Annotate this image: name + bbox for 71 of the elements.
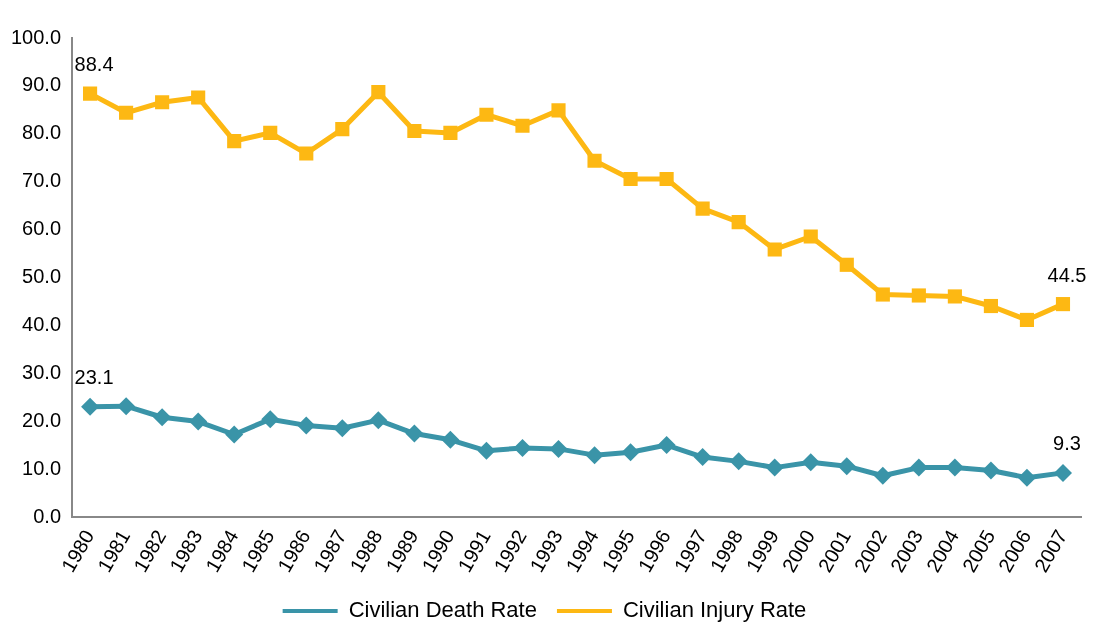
point [83,86,98,101]
data-label: 9.3 [1053,432,1081,455]
point [153,408,172,427]
point [839,257,854,272]
point [333,419,352,438]
y-tick-label: 10.0 [22,457,62,480]
point [729,452,748,471]
legend-label: Civilian Death Rate [348,597,537,623]
data-label: 88.4 [74,53,114,76]
point [1019,312,1035,327]
y-tick-label: 80.0 [22,121,62,144]
point [189,412,208,431]
y-tick-label: 40.0 [22,313,62,336]
point [765,458,784,477]
point [621,443,640,462]
y-tick-label: 100.0 [10,25,62,48]
y-tick-label: 0.0 [33,504,62,527]
point [801,453,820,472]
point [623,171,638,187]
point [695,201,710,216]
point [513,438,532,457]
point [803,229,818,244]
data-label: 44.5 [1047,263,1087,286]
point [119,105,134,120]
point [911,288,926,303]
point [263,125,278,141]
point [731,215,746,230]
point [585,446,604,465]
point [261,410,280,429]
point [227,134,242,149]
y-tick-label: 50.0 [22,265,62,288]
point [297,416,316,435]
point [1017,468,1036,487]
y-tick-label: 20.0 [22,409,62,432]
point [587,153,602,168]
data-label: 23.1 [74,366,114,389]
point [551,103,566,118]
point [657,436,676,455]
y-tick-label: 60.0 [22,217,62,240]
y-tick-label: 30.0 [22,361,62,384]
point [443,125,458,141]
point [837,457,856,476]
point [1053,463,1072,482]
point [405,424,424,443]
point [983,298,998,314]
point [947,289,962,304]
point [369,411,388,430]
point [909,458,928,477]
point [371,85,386,100]
point [441,430,460,449]
point [981,461,1000,480]
point [117,397,136,416]
point [191,90,206,105]
y-tick-label: 70.0 [22,169,62,192]
point [477,441,496,460]
point [1055,297,1071,312]
point [767,242,782,257]
point [155,95,170,110]
point [225,425,244,444]
point [549,439,568,458]
point [875,287,890,302]
y-tick-label: 90.0 [22,73,62,96]
point [335,122,350,137]
point [515,118,530,133]
point [873,466,892,485]
legend-label: Civilian Injury Rate [622,597,807,623]
point [693,448,712,467]
point [659,171,674,187]
point [299,146,314,161]
point [407,123,422,139]
point [479,107,494,122]
